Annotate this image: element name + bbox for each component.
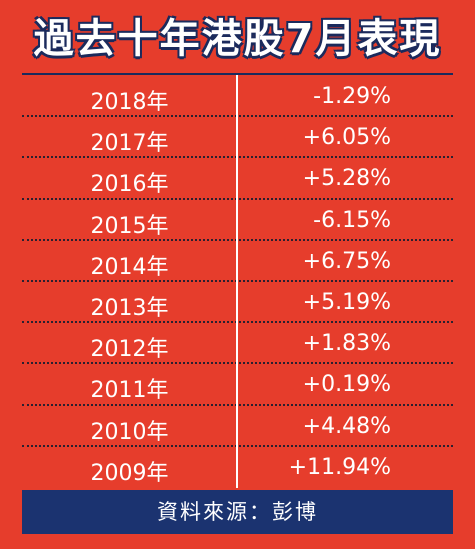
value-cell: -1.29%	[313, 84, 391, 109]
value-cell: +6.05%	[302, 125, 391, 151]
year-cell: 2016年	[90, 172, 169, 198]
year-cell: 2010年	[90, 419, 169, 445]
divider	[22, 73, 453, 75]
value-cell: +4.48%	[302, 413, 391, 439]
year-cell: 2014年	[90, 254, 169, 280]
year-cell: 2015年	[90, 213, 169, 239]
value-cell: +5.19%	[302, 289, 391, 315]
year-cell: 2009年	[90, 460, 169, 486]
year-cell: 2018年	[90, 90, 169, 115]
value-cell: +1.83%	[302, 331, 391, 357]
value-cell: +0.19%	[302, 372, 391, 398]
source: 資料來源：彭博	[22, 490, 453, 534]
value-cell: +11.94%	[288, 454, 391, 480]
table-row: 2009年 +11.94%	[22, 447, 453, 488]
title: 過去十年港股7月表現	[33, 16, 442, 62]
year-cell: 2011年	[90, 378, 169, 404]
value-cell: -6.15%	[313, 207, 391, 233]
year-cell: 2013年	[90, 295, 169, 321]
value-cell: +6.75%	[302, 248, 391, 274]
year-cell: 2017年	[90, 131, 169, 157]
year-cell: 2012年	[90, 337, 169, 363]
column-divider	[236, 75, 238, 488]
value-cell: +5.28%	[302, 166, 391, 192]
